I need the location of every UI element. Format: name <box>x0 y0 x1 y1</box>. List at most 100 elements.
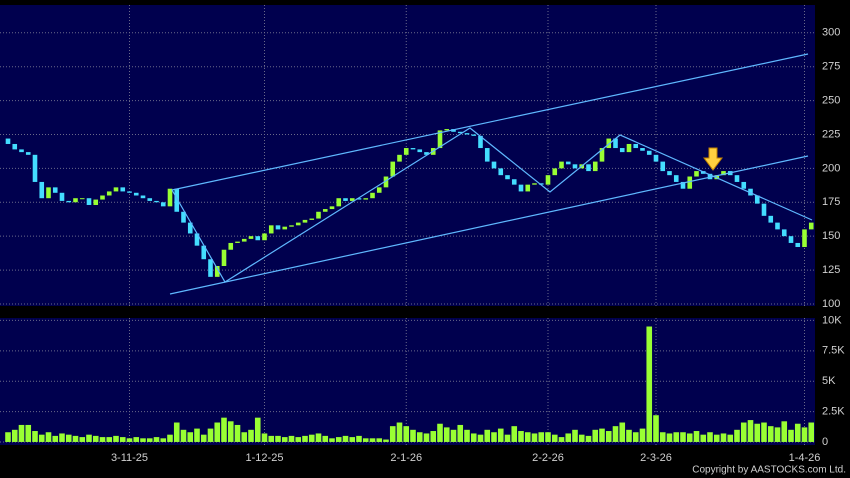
candle-body <box>559 161 564 169</box>
volume-bar <box>18 424 25 442</box>
volume-bar <box>619 422 626 442</box>
volume-bar <box>281 437 288 442</box>
candle-body <box>79 198 85 200</box>
candle-body <box>673 175 679 182</box>
candle-body <box>633 143 639 149</box>
candle-body <box>491 161 497 169</box>
candle-body <box>511 179 517 185</box>
candle-body <box>464 133 470 135</box>
candle-body <box>768 215 774 223</box>
volume-bar <box>180 429 187 442</box>
candle-body <box>59 192 65 201</box>
volume-bar <box>410 429 416 442</box>
upper-channel <box>171 53 809 191</box>
candle-body <box>25 152 31 155</box>
candle-body <box>73 198 78 203</box>
volume-bar <box>551 434 558 442</box>
price-panel <box>0 5 815 306</box>
candle-body <box>309 218 315 220</box>
candle-body <box>133 192 139 196</box>
candle-body <box>66 200 72 203</box>
volume-bar <box>268 435 275 442</box>
candle-body <box>741 181 747 189</box>
volume-bar <box>335 437 342 442</box>
volume-bar <box>356 435 362 442</box>
candle-body <box>808 222 814 230</box>
x-tick-label: 2-1-26 <box>390 452 422 464</box>
volume-bar <box>140 438 146 442</box>
volume-bar <box>45 432 52 442</box>
candle-body <box>660 161 666 172</box>
candle-body <box>532 183 537 185</box>
y2-tick-label: 0 <box>822 436 828 448</box>
volume-bar <box>484 429 491 442</box>
candle-body <box>187 222 193 234</box>
volume-bar <box>32 431 38 442</box>
candle-body <box>127 191 132 193</box>
candle-body <box>140 195 146 199</box>
volume-bar <box>72 435 79 442</box>
candle-body <box>248 236 254 239</box>
candle-body <box>167 188 173 207</box>
volume-bar <box>173 422 180 442</box>
volume-bar <box>808 422 815 442</box>
volume-bar <box>639 428 646 442</box>
volume-bar <box>92 435 99 442</box>
candle-body <box>471 134 477 136</box>
lower-channel <box>169 155 809 295</box>
volume-bar <box>133 437 140 442</box>
candle-body <box>120 187 126 192</box>
candle-body <box>788 236 794 243</box>
volume-bar <box>275 435 281 442</box>
volume-bar <box>565 433 572 442</box>
candle-body <box>32 154 38 182</box>
volume-bar <box>207 428 214 442</box>
volume-bar <box>437 423 443 442</box>
volume-bar <box>342 435 349 442</box>
candle-body <box>147 198 153 201</box>
volume-bar <box>504 434 511 442</box>
candle-body <box>694 171 699 177</box>
volume-bar <box>518 431 524 442</box>
candle-body <box>667 171 672 176</box>
volume-bar <box>788 429 794 442</box>
volume-bar <box>396 422 403 442</box>
candle-body <box>403 148 409 155</box>
candle-body <box>363 198 369 200</box>
volume-bar <box>106 437 113 442</box>
candle-body <box>619 148 625 153</box>
volume-bar <box>416 432 423 442</box>
candle-body <box>572 164 578 169</box>
volume-bar <box>720 433 727 442</box>
candle-body <box>376 187 382 193</box>
volume-bar <box>65 434 72 442</box>
candle-body <box>781 229 787 237</box>
y-tick-label: 100 <box>822 298 840 310</box>
candle-body <box>795 242 801 248</box>
volume-bar <box>113 435 119 442</box>
candle-body <box>626 143 632 153</box>
candle-body <box>444 129 450 131</box>
x-tick-label: 3-11-25 <box>111 452 148 464</box>
candle-body <box>214 266 220 277</box>
x-tick-label: 2-2-26 <box>532 452 564 464</box>
x-tick-label: 1-12-25 <box>246 452 284 464</box>
candle-body <box>646 150 652 155</box>
y-tick-label: 125 <box>822 264 840 276</box>
candle-body <box>181 211 186 223</box>
volume-bar <box>592 429 599 442</box>
volume-bar <box>160 438 167 442</box>
volume-bar <box>126 438 133 442</box>
candle-body <box>734 175 740 182</box>
candle-body <box>343 198 348 201</box>
candle-body <box>329 206 335 210</box>
volume-bar <box>167 434 173 442</box>
candle-body <box>687 176 693 189</box>
y2-tick-label: 10K <box>822 314 842 326</box>
candle-body <box>525 184 531 192</box>
volume-bar <box>383 439 389 442</box>
y-tick-label: 275 <box>822 61 840 73</box>
candle-body <box>545 175 551 185</box>
candle-body <box>457 131 463 134</box>
volume-bar <box>443 427 450 442</box>
